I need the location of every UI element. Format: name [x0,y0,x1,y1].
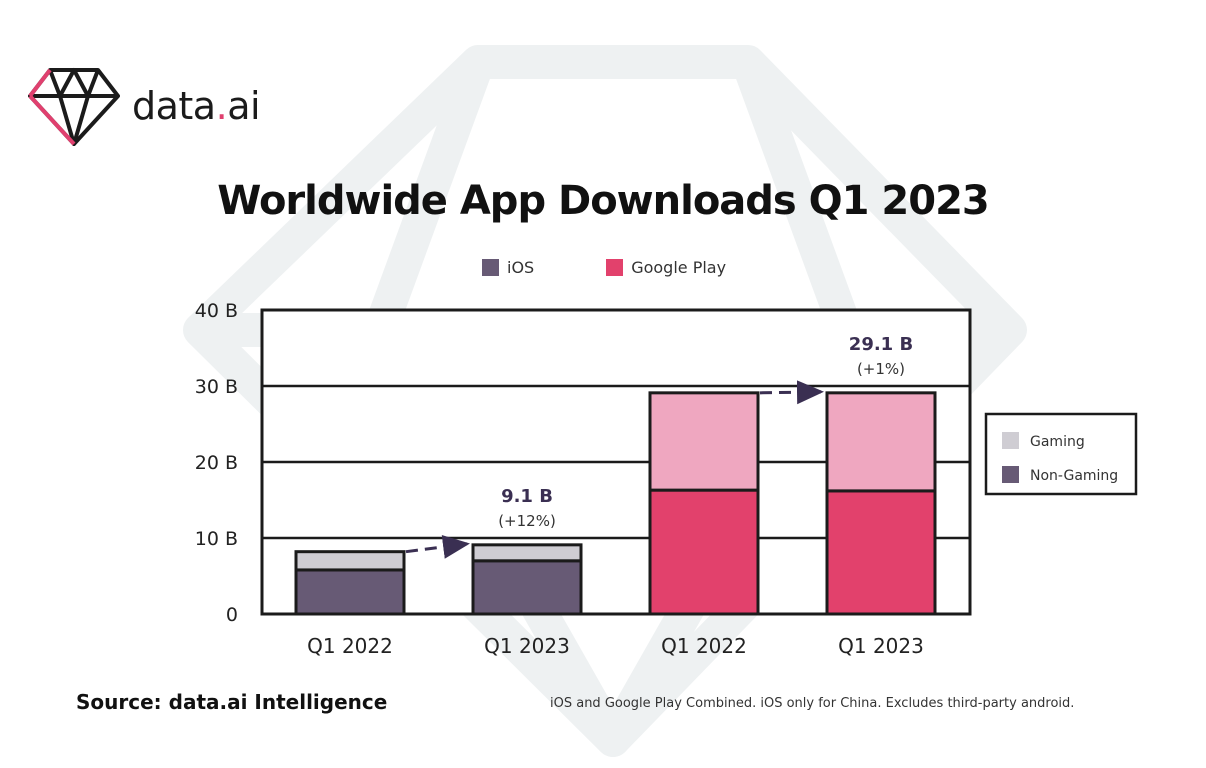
diamond-logo-icon [28,68,120,146]
legend-label-gaming: Gaming [1030,434,1085,450]
bar-non-gaming [294,568,406,616]
data-label-total: 29.1 B [849,334,913,355]
legend-swatch-ios [482,259,499,276]
legend-swatch-gaming [1002,432,1019,449]
y-tick-label: 20 B [195,452,238,474]
bar-non-gaming [825,489,937,616]
brand-name: data.ai [132,84,261,128]
y-tick-label: 10 B [195,528,238,550]
bar-gaming [825,391,937,493]
store-legend: iOS Google Play [482,258,798,277]
bar-gaming [294,550,406,572]
bar-gaming [471,543,583,563]
chart-title: Worldwide App Downloads Q1 2023 [217,178,990,224]
source-text: Source: data.ai Intelligence [76,690,388,714]
data-label-change: (+12%) [498,512,556,530]
legend-item-ios: iOS [482,258,534,277]
growth-arrow [405,534,470,559]
x-tick-label: Q1 2022 [307,634,393,658]
bar-non-gaming [471,559,583,616]
x-tick-label: Q1 2022 [661,634,747,658]
bar-gaming [648,391,760,492]
y-tick-label: 30 B [195,376,238,398]
x-tick-label: Q1 2023 [838,634,924,658]
y-tick-label: 40 B [195,300,238,322]
legend-label-ios: iOS [507,258,535,277]
data-label-total: 9.1 B [501,486,553,507]
plot-border [260,308,972,616]
legend-item-google-play: Google Play [606,258,726,277]
bar-non-gaming [648,488,760,616]
legend-swatch-google-play [606,259,624,276]
growth-arrow [759,380,824,405]
y-tick-label: 0 [226,604,238,626]
legend-label-google-play: Google Play [631,258,727,277]
legend-label-non-gaming: Non-Gaming [1030,468,1118,484]
legend-swatch-non-gaming [1002,466,1019,483]
brand-logo: data.ai [28,66,261,146]
x-tick-label: Q1 2023 [484,634,570,658]
data-label-change: (+1%) [857,360,905,378]
footnote-text: iOS and Google Play Combined. iOS only f… [550,696,1075,711]
